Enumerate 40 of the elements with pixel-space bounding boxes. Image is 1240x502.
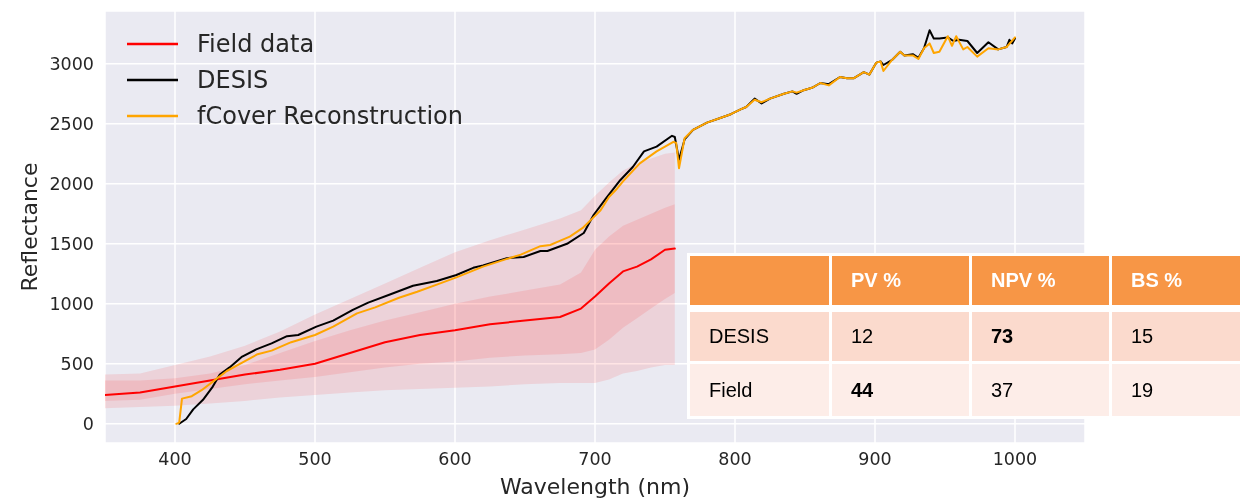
- data-label: 37: [991, 378, 1014, 402]
- y-tick-label: 0: [82, 414, 94, 435]
- table-cell: Field: [690, 364, 829, 416]
- table-cell: 15: [1112, 312, 1240, 361]
- table-cell: 19: [1112, 364, 1240, 416]
- header-cell: BS %: [1112, 256, 1240, 305]
- legend-label: Field data: [197, 30, 315, 58]
- data-label: 12: [851, 325, 874, 348]
- x-tick-label: 900: [858, 449, 892, 470]
- y-tick-label: 2500: [49, 114, 94, 135]
- category-label: PV %: [851, 269, 902, 292]
- table-cell: 37: [972, 364, 1109, 416]
- category-label: BS %: [1131, 269, 1183, 292]
- x-axis-title: Wavelength (nm): [499, 473, 691, 499]
- x-tick-label: 400: [158, 449, 192, 470]
- y-tick-label: 2000: [49, 174, 94, 195]
- data-label: 44: [851, 378, 874, 402]
- data-label: 19: [1131, 378, 1154, 402]
- y-tick-label: 1000: [49, 294, 94, 315]
- table-cell: 73: [972, 312, 1109, 361]
- x-tick-label: 600: [438, 449, 472, 470]
- header-cell: PV %: [832, 256, 969, 305]
- y-axis-title: Reflectance: [16, 162, 42, 292]
- category-label: NPV %: [991, 269, 1056, 292]
- table-cell: 12: [832, 312, 969, 361]
- y-tick-label: 500: [60, 354, 94, 375]
- x-tick-label: 800: [718, 449, 752, 470]
- data-label: 73: [991, 325, 1014, 348]
- y-tick-label: 1500: [49, 234, 94, 255]
- data-label: 15: [1131, 325, 1154, 348]
- header-cell: NPV %: [972, 256, 1109, 305]
- y-tick-label: 3000: [49, 54, 94, 75]
- x-tick-label: 700: [578, 449, 612, 470]
- legend-label: fCover Reconstruction: [197, 102, 463, 130]
- x-tick-label: 1000: [992, 449, 1038, 470]
- line-series: [105, 247, 676, 396]
- table-cell: DESIS: [690, 312, 829, 361]
- table-cell: 44: [832, 364, 969, 416]
- x-tick-label: 500: [298, 449, 332, 470]
- legend-label: DESIS: [197, 66, 269, 94]
